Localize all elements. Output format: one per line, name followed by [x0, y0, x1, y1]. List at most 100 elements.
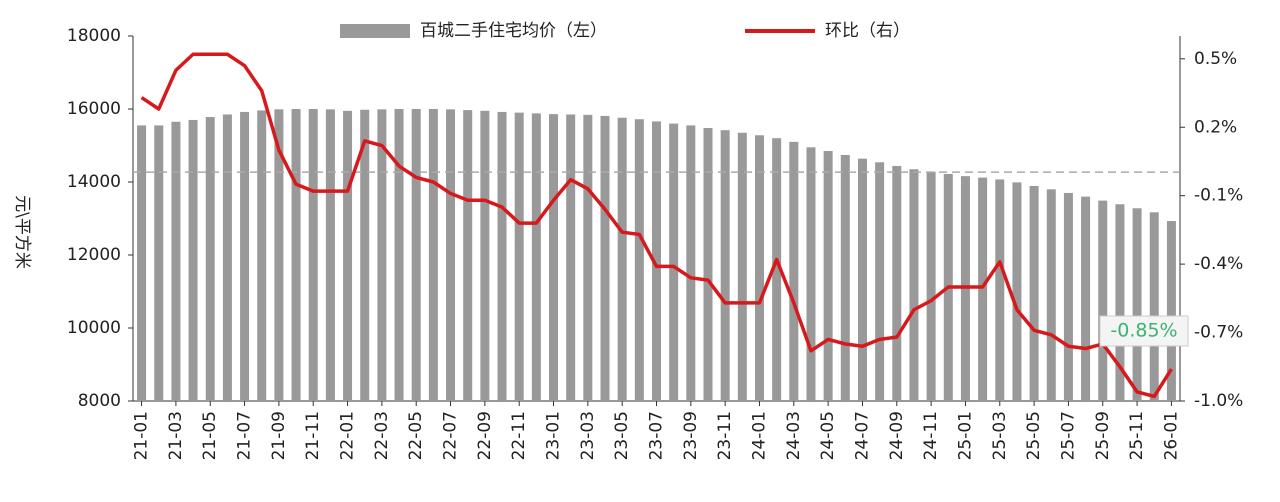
bar: [480, 110, 490, 401]
bar: [789, 141, 799, 401]
y2-tick-label: -0.7%: [1194, 323, 1243, 343]
x-tick-label: 21-05: [200, 411, 220, 460]
x-tick-label: 24-05: [818, 411, 838, 460]
bar: [531, 113, 541, 401]
x-tick-label: 24-09: [887, 411, 907, 460]
bar: [240, 111, 250, 402]
bar: [171, 121, 181, 402]
bar: [772, 138, 782, 401]
y2-tick-label: -0.1%: [1194, 186, 1243, 206]
x-tick-label: 22-05: [406, 411, 426, 460]
bar: [514, 112, 524, 402]
bar: [806, 147, 816, 401]
x-tick-label: 21-09: [269, 411, 289, 460]
bar: [257, 110, 267, 402]
bar: [1149, 212, 1159, 401]
bar: [360, 109, 370, 401]
x-tick-label: 21-07: [235, 411, 255, 460]
x-tick-label: 21-01: [132, 411, 152, 460]
bar: [566, 114, 576, 401]
x-tick-label: 23-03: [578, 411, 598, 460]
bar: [978, 177, 988, 401]
bar: [703, 127, 713, 401]
bar: [1046, 189, 1056, 401]
x-tick-label: 21-11: [303, 411, 323, 460]
y-tick-label: 8000: [78, 391, 121, 411]
bar: [634, 119, 644, 401]
x-tick-label: 23-05: [612, 411, 632, 460]
bar: [1166, 221, 1176, 401]
y-tick-label: 18000: [67, 26, 121, 46]
bar: [686, 125, 696, 402]
bar: [875, 162, 885, 401]
bar: [823, 150, 833, 401]
bar: [222, 114, 232, 401]
bar: [600, 115, 610, 401]
x-tick-label: 22-01: [338, 411, 358, 460]
x-tick-label: 22-11: [509, 411, 529, 460]
bar: [343, 110, 353, 401]
legend-swatch: [340, 24, 410, 38]
y2-tick-label: -1.0%: [1194, 391, 1243, 411]
x-tick-label: 23-01: [544, 411, 564, 460]
bar: [617, 117, 627, 401]
bar: [188, 119, 198, 401]
x-tick-label: 25-09: [1093, 411, 1113, 460]
x-tick-label: 26-01: [1161, 411, 1181, 460]
annotation-box: [1099, 315, 1189, 347]
bar: [1063, 192, 1073, 401]
bar: [1132, 208, 1142, 401]
legend-label: 环比（右）: [825, 21, 910, 41]
bar: [463, 110, 473, 401]
y-axis-title: 元\平方米: [12, 195, 32, 269]
x-tick-label: 25-07: [1058, 411, 1078, 460]
bar: [137, 125, 147, 402]
bar: [857, 158, 867, 401]
x-tick-label: 23-11: [715, 411, 735, 460]
x-tick-label: 22-07: [441, 411, 461, 460]
bar: [411, 109, 421, 401]
bar: [737, 132, 747, 401]
x-tick-label: 22-03: [372, 411, 392, 460]
bar: [583, 114, 593, 401]
bar: [1098, 200, 1108, 401]
y-tick-label: 14000: [67, 172, 121, 192]
y-tick-label: 16000: [67, 99, 121, 119]
bar: [892, 165, 902, 401]
x-tick-label: 25-03: [990, 411, 1010, 460]
bar: [754, 135, 764, 401]
bar: [205, 117, 215, 401]
x-tick-label: 24-03: [784, 411, 804, 460]
bar: [549, 114, 559, 402]
bar: [1115, 204, 1125, 401]
bar: [274, 109, 284, 402]
bar: [840, 154, 850, 401]
bar: [308, 109, 318, 401]
bar: [291, 109, 301, 401]
x-tick-label: 23-07: [647, 411, 667, 460]
y-tick-label: 12000: [67, 245, 121, 265]
bar: [154, 125, 164, 402]
bar: [995, 179, 1005, 401]
bar: [325, 109, 335, 402]
x-tick-label: 22-09: [475, 411, 495, 460]
annotation: -0.85%: [1110, 320, 1177, 342]
bar: [428, 109, 438, 401]
y2-tick-label: 0.2%: [1194, 117, 1237, 137]
bar: [394, 109, 404, 401]
x-tick-label: 23-09: [681, 411, 701, 460]
bar: [377, 109, 387, 402]
x-tick-label: 25-05: [1024, 411, 1044, 460]
line: [140, 52, 1173, 399]
x-tick-label: 25-01: [955, 411, 975, 460]
bar: [497, 111, 507, 402]
x-tick-label: 24-01: [749, 411, 769, 460]
bar: [926, 171, 936, 401]
bar: [1012, 182, 1022, 401]
bar: [446, 109, 456, 402]
y2-tick-label: 0.5%: [1194, 49, 1237, 69]
bar: [720, 130, 730, 402]
x-tick-label: 24-07: [852, 411, 872, 460]
bar: [909, 169, 919, 401]
x-tick-label: 25-11: [1127, 411, 1147, 460]
